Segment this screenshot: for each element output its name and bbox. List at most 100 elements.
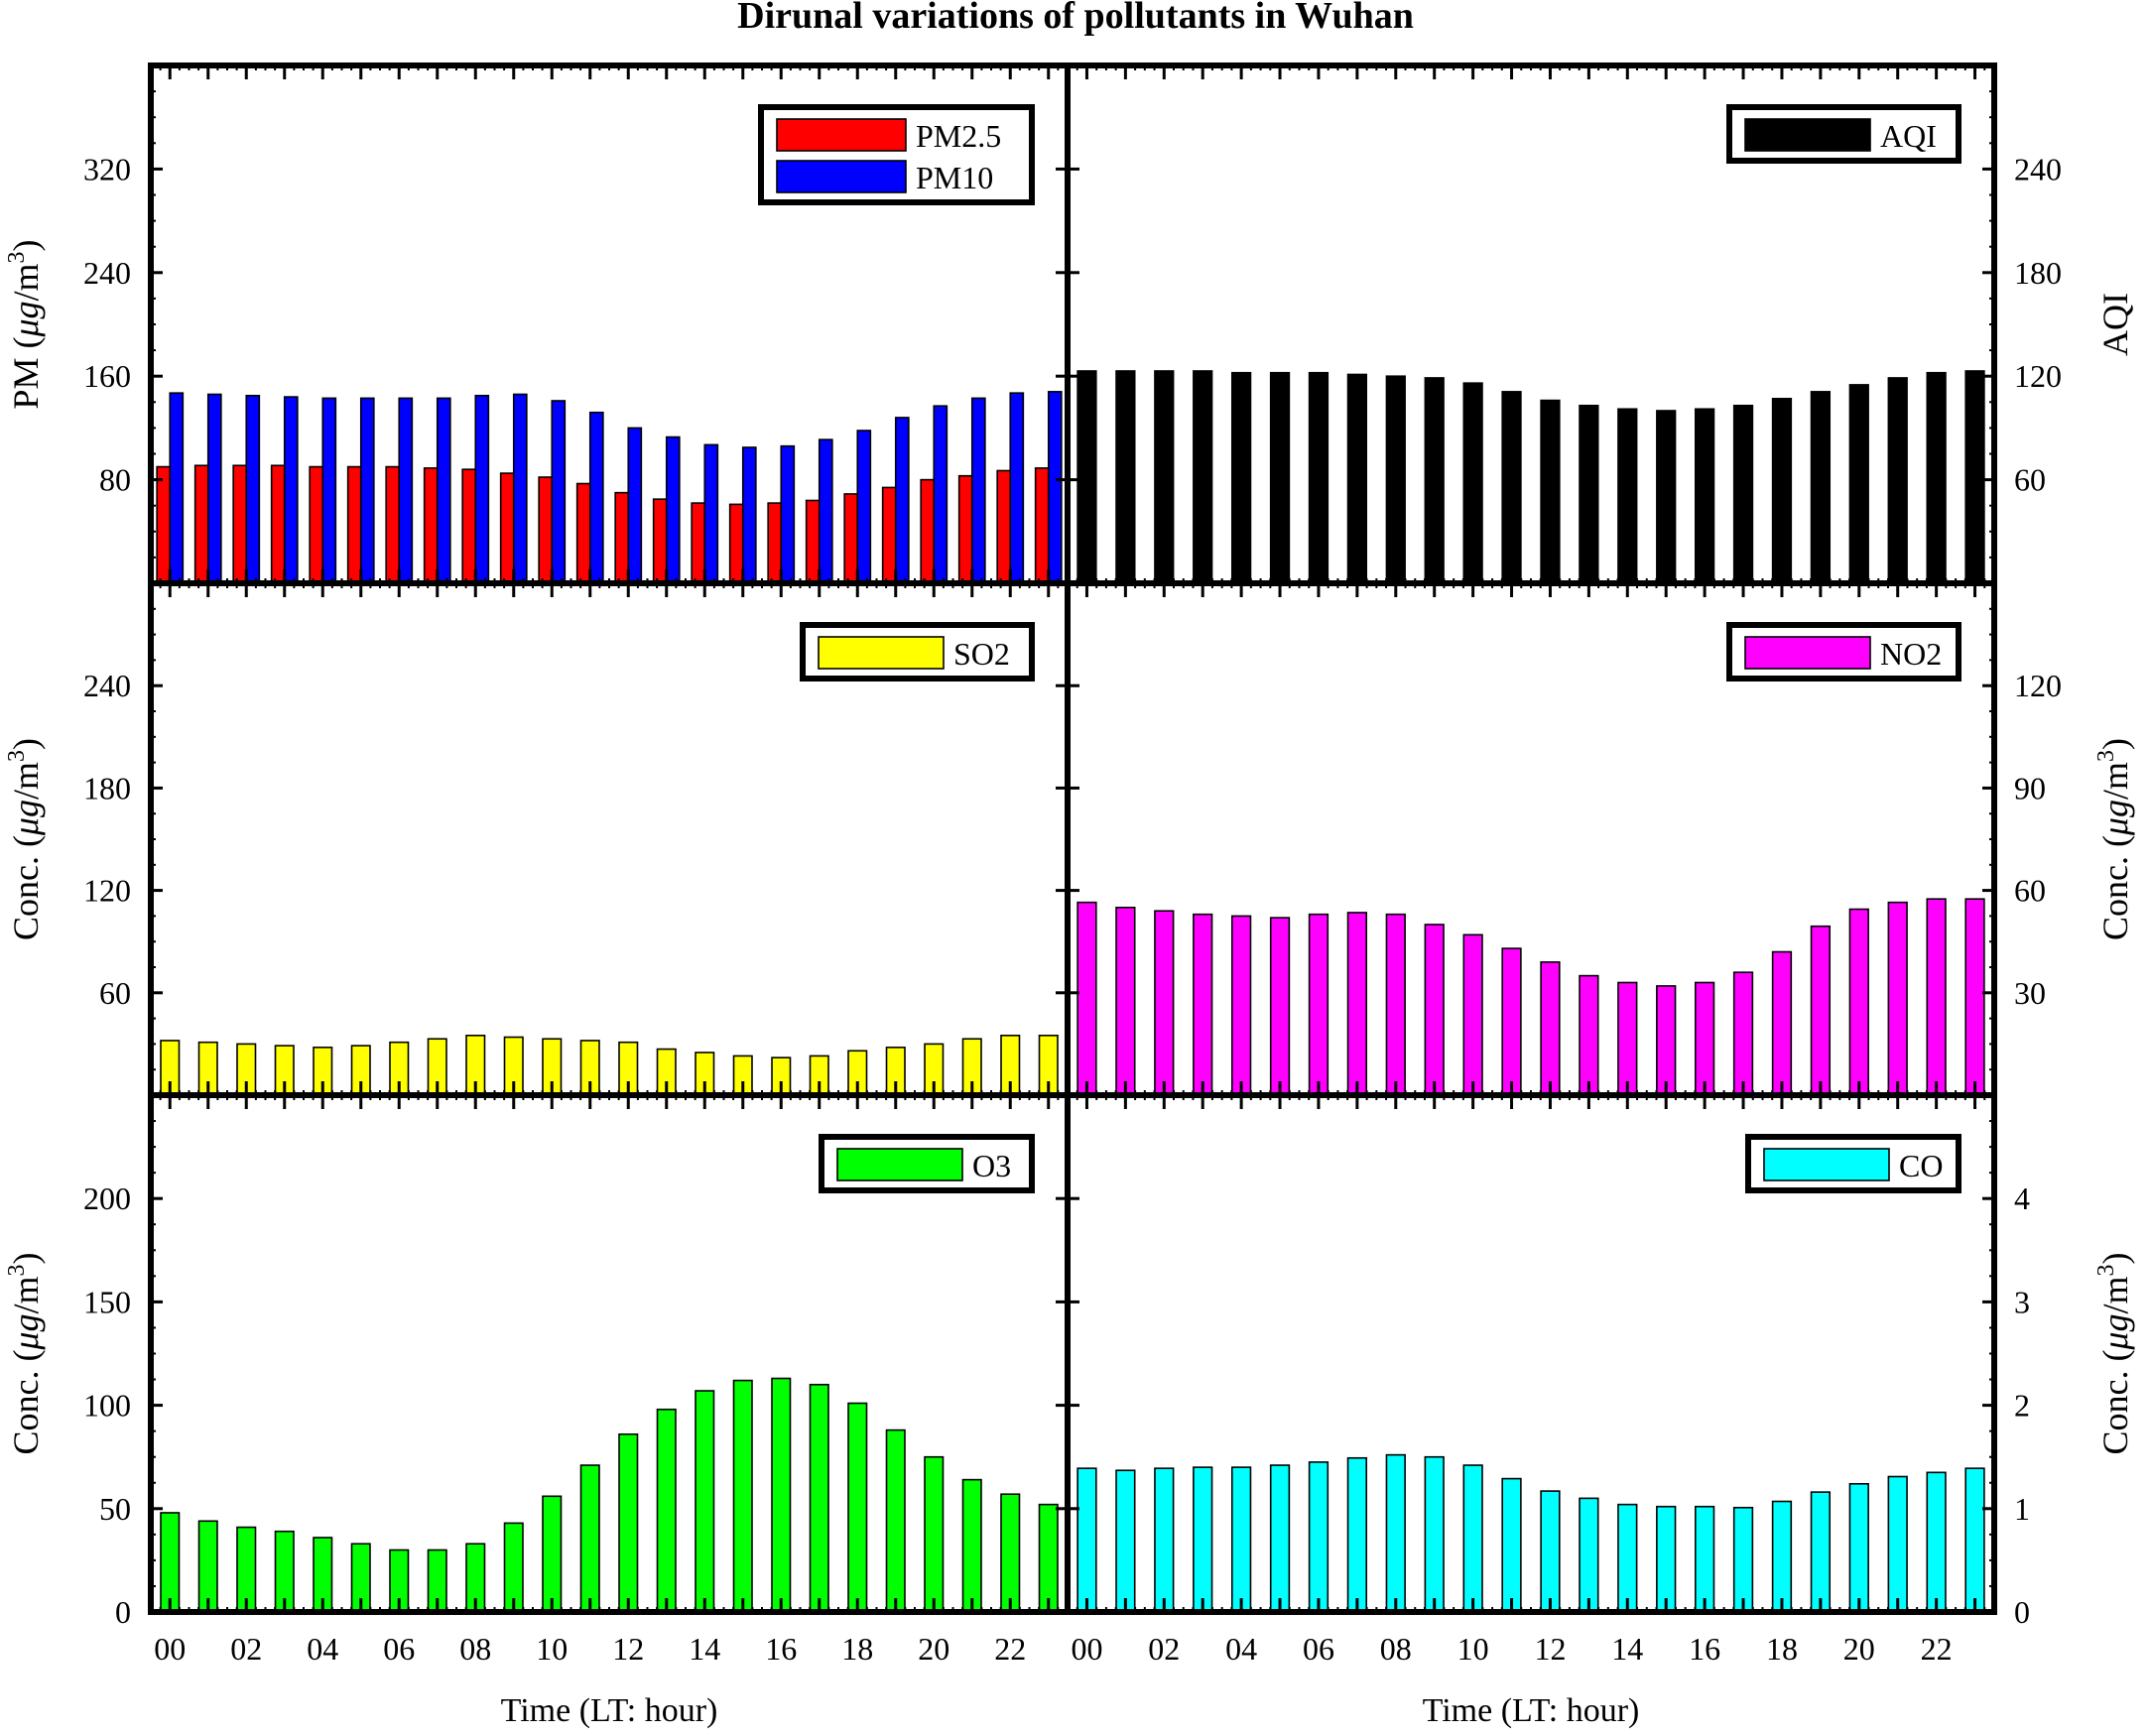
pm-bar-PM2.5-18 bbox=[843, 493, 859, 584]
o3-y-tick-label: 0 bbox=[115, 1594, 131, 1630]
aqi-bar-AQI-18 bbox=[1771, 398, 1793, 584]
co-x-tick-label: 12 bbox=[1534, 1631, 1566, 1667]
no2-bar-NO2-2 bbox=[1154, 910, 1175, 1096]
o3-y-tick-label: 50 bbox=[99, 1491, 131, 1527]
co-x-tick-label: 02 bbox=[1148, 1631, 1180, 1667]
o3-bar-O3-16 bbox=[771, 1377, 792, 1613]
co-bar-CO-9 bbox=[1424, 1455, 1445, 1613]
no2-legend: NO2 bbox=[1726, 622, 1961, 682]
ylabel-text: PM ( bbox=[6, 337, 46, 410]
pm-bar-PM10-10 bbox=[551, 400, 567, 584]
co-y-tick-label: 1 bbox=[2014, 1491, 2030, 1527]
aqi-bar-AQI-17 bbox=[1732, 404, 1754, 584]
pm-bar-PM10-21 bbox=[970, 397, 986, 584]
co-x-tick-label: 14 bbox=[1611, 1631, 1643, 1667]
ylabel-text: /m bbox=[6, 263, 46, 301]
ylabel-unit: μg bbox=[2095, 800, 2135, 836]
aqi-bar-AQI-0 bbox=[1076, 370, 1097, 584]
co-bar-CO-21 bbox=[1887, 1475, 1908, 1613]
co-bar-CO-20 bbox=[1848, 1482, 1869, 1613]
o3-y-tick-label: 150 bbox=[83, 1284, 131, 1319]
co-bar-CO-8 bbox=[1385, 1453, 1406, 1613]
pm-bar-PM2.5-12 bbox=[614, 491, 630, 584]
co-bar-CO-17 bbox=[1732, 1506, 1754, 1613]
o3-x-tick-label: 08 bbox=[459, 1631, 491, 1667]
no2-y-tick-label: 90 bbox=[2014, 770, 2046, 806]
ylabel-text: ) bbox=[6, 239, 46, 251]
legend-swatch-AQI bbox=[1744, 118, 1871, 152]
no2-bar-NO2-0 bbox=[1076, 901, 1097, 1096]
o3-bar-O3-17 bbox=[809, 1383, 829, 1613]
aqi-bar-AQI-7 bbox=[1346, 373, 1368, 584]
co-bar-CO-13 bbox=[1579, 1497, 1599, 1613]
aqi-bar-AQI-11 bbox=[1501, 391, 1522, 584]
pm-bar-PM2.5-15 bbox=[728, 503, 744, 584]
o3-bar-O3-22 bbox=[1000, 1493, 1021, 1613]
ylabel-text: Conc. ( bbox=[6, 1350, 46, 1455]
ylabel-superscript: 3 bbox=[4, 1264, 30, 1276]
legend-label-PM10: PM10 bbox=[916, 160, 993, 195]
o3-bars bbox=[160, 1377, 1059, 1613]
legend-swatch-PM10 bbox=[776, 160, 907, 193]
aqi-bar-AQI-5 bbox=[1269, 371, 1291, 584]
no2-bar-NO2-11 bbox=[1501, 947, 1522, 1096]
ylabel-unit: μg bbox=[2095, 1313, 2135, 1350]
pm-bar-PM10-3 bbox=[283, 396, 299, 584]
pm-bar-PM10-2 bbox=[245, 394, 261, 584]
ylabel-text: ) bbox=[6, 738, 46, 750]
co-bar-CO-1 bbox=[1115, 1469, 1136, 1613]
no2-bar-NO2-23 bbox=[1964, 898, 1985, 1096]
ylabel-text: /m bbox=[6, 1276, 46, 1313]
pm-bar-PM2.5-13 bbox=[652, 498, 668, 584]
o3-bar-O3-20 bbox=[924, 1455, 945, 1613]
co-x-tick-label: 22 bbox=[1921, 1631, 1953, 1667]
co-bar-CO-22 bbox=[1926, 1471, 1947, 1613]
o3-x-axis-label: Time (LT: hour) bbox=[501, 1692, 718, 1729]
pm-bar-PM2.5-5 bbox=[346, 465, 362, 584]
pm-bar-PM10-11 bbox=[588, 411, 604, 584]
pm-bar-PM10-1 bbox=[206, 393, 222, 584]
o3-bar-O3-11 bbox=[579, 1464, 600, 1613]
aqi-bar-AQI-12 bbox=[1540, 399, 1561, 584]
co-x-tick-label: 20 bbox=[1843, 1631, 1875, 1667]
pm-bar-PM2.5-3 bbox=[270, 464, 286, 584]
o3-bar-O3-14 bbox=[695, 1390, 715, 1613]
co-x-tick-label: 08 bbox=[1380, 1631, 1412, 1667]
co-y-tick-label: 0 bbox=[2014, 1594, 2030, 1630]
co-bar-CO-4 bbox=[1230, 1466, 1252, 1613]
panel-so2: 60 120 180 240 Conc. (μg/m3) SO2 bbox=[4, 580, 1071, 1098]
ylabel-unit: μg bbox=[6, 800, 46, 836]
no2-bar-NO2-8 bbox=[1385, 913, 1406, 1096]
co-bar-CO-23 bbox=[1964, 1467, 1985, 1613]
no2-bar-NO2-17 bbox=[1732, 971, 1754, 1096]
pm-bar-PM10-17 bbox=[818, 438, 833, 584]
pm-bar-PM2.5-14 bbox=[691, 502, 706, 584]
legend-label-CO: CO bbox=[1899, 1148, 1943, 1183]
co-bar-CO-10 bbox=[1462, 1464, 1483, 1613]
no2-bar-NO2-21 bbox=[1887, 901, 1908, 1096]
pm-bar-PM2.5-7 bbox=[423, 467, 439, 584]
co-bar-CO-16 bbox=[1694, 1505, 1715, 1613]
o3-bar-O3-10 bbox=[542, 1495, 563, 1613]
pm-y-tick-label: 160 bbox=[83, 358, 131, 394]
co-y-tick-label: 2 bbox=[2014, 1388, 2030, 1424]
pm-bar-PM10-5 bbox=[359, 397, 375, 584]
so2-y-axis-label: Conc. (μg/m3) bbox=[4, 738, 46, 940]
o3-x-tick-label: 22 bbox=[994, 1631, 1026, 1667]
no2-bar-NO2-7 bbox=[1346, 912, 1368, 1096]
o3-x-tick-label: 10 bbox=[536, 1631, 568, 1667]
o3-x-tick-label: 06 bbox=[383, 1631, 415, 1667]
pm-bar-PM10-9 bbox=[512, 393, 528, 584]
no2-bar-NO2-15 bbox=[1656, 985, 1677, 1096]
so2-bars bbox=[160, 1035, 1059, 1096]
co-legend: CO bbox=[1745, 1134, 1961, 1193]
pm-bar-PM10-22 bbox=[1009, 392, 1025, 584]
no2-y-axis-label: Conc. (μg/m3) bbox=[2093, 738, 2135, 940]
co-bar-CO-12 bbox=[1540, 1490, 1561, 1613]
co-x-axis-label: Time (LT: hour) bbox=[1423, 1692, 1640, 1729]
pm-bar-PM2.5-16 bbox=[767, 502, 783, 584]
o3-x-tick-label: 20 bbox=[918, 1631, 949, 1667]
co-y-tick-label: 3 bbox=[2014, 1284, 2030, 1319]
pm-y-tick-label: 320 bbox=[83, 151, 131, 186]
